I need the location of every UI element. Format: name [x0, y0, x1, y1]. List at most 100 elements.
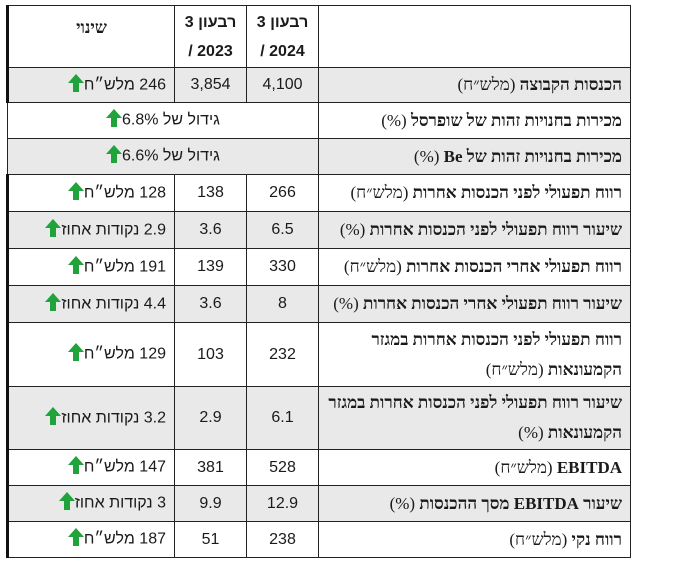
- row-label-unit: (מלש״ח): [343, 257, 407, 276]
- change-cell: 2.9 נקודות אחוז: [6, 211, 175, 249]
- row-label-text: רווח תפעולי אחרי הכנסות אחרות: [406, 257, 622, 276]
- arrow-up-icon: [67, 456, 84, 479]
- value-q3-2023: 139: [174, 248, 247, 286]
- value-q3-2023: 381: [174, 449, 247, 486]
- row-label-unit: (מלש״ח): [457, 75, 520, 94]
- change-text: 3.2 נקודות אחוז: [61, 408, 166, 426]
- row-label-text: הכנסות הקבוצה: [519, 75, 622, 94]
- row-label-unit: (מלש״ח): [485, 359, 548, 379]
- value-q3-2023: 3.6: [174, 211, 247, 249]
- row-label-unit: (%): [518, 423, 548, 442]
- row-label-unit: (מלש״ח): [350, 183, 413, 202]
- header-q3-2023-line1: רבעון 3: [184, 13, 237, 31]
- row-label: רווח תפעולי אחרי הכנסות אחרות (מלש״ח): [318, 248, 631, 286]
- arrow-up-icon: [67, 343, 84, 366]
- row-label: הכנסות הקבוצה (מלש״ח): [318, 67, 631, 103]
- table-row: רווח תפעולי אחרי הכנסות אחרות (מלש״ח) 330…: [6, 248, 631, 286]
- change-text: 246 מלש״ח: [83, 75, 166, 93]
- change-text: 191 מלש״ח: [83, 257, 166, 275]
- row-label: שיעור EBITDA מסך ההכנסות (%): [318, 485, 631, 522]
- row-label-unit: (מלש״ח): [494, 457, 557, 477]
- value-q3-2024: 330: [246, 248, 319, 286]
- table-row: רווח נקי (מלש״ח) 238 51 187 מלש״ח: [6, 521, 631, 558]
- arrow-up-icon: [67, 255, 84, 279]
- row-label-text: רווח תפעולי לפני הכנסות אחרות במגזר הקמע…: [371, 329, 622, 379]
- row-label-text: שיעור רווח תפעולי לפני הכנסות אחרות: [369, 220, 622, 239]
- row-label: שיעור רווח תפעולי לפני הכנסות אחרות במגז…: [318, 386, 631, 450]
- change-text: 4.4 נקודות אחוז: [61, 294, 166, 312]
- change-cell: 3 נקודות אחוז: [6, 485, 175, 522]
- arrow-up-icon: [67, 181, 84, 205]
- table-body: הכנסות הקבוצה (מלש״ח) 4,100 3,854 246 מלש״ח…: [6, 67, 631, 558]
- change-text: 2.9 נקודות אחוז: [61, 220, 166, 238]
- value-q3-2023: 103: [174, 322, 247, 387]
- change-cell: 187 מלש״ח: [6, 521, 175, 558]
- merged-change-cell: גידול של 6.8%: [7, 102, 319, 139]
- table-row: מכירות בחנויות זהות של שופרסל (%) גידול ש…: [7, 102, 631, 139]
- row-label: שיעור רווח תפעולי אחרי הכנסות אחרות (%): [318, 285, 631, 323]
- row-label-unit: (%): [333, 294, 363, 313]
- table-row: מכירות בחנויות זהות של Be (%) גידול של 6.…: [7, 138, 631, 175]
- value-q3-2024: 6.1: [246, 386, 319, 450]
- row-label-unit: (%): [389, 493, 420, 513]
- table-row: שיעור רווח תפעולי אחרי הכנסות אחרות (%) 8…: [6, 285, 631, 323]
- row-label: רווח נקי (מלש״ח): [318, 521, 631, 558]
- change-text: 3 נקודות אחוז: [74, 494, 166, 512]
- header-q3-2023: רבעון 3 2023 /: [174, 5, 247, 68]
- value-q3-2024: 266: [246, 174, 319, 212]
- row-label-text: שיעור רווח תפעולי לפני הכנסות אחרות במגז…: [328, 393, 622, 442]
- value-q3-2024: 232: [246, 322, 319, 387]
- row-label: מכירות בחנויות זהות של שופרסל (%): [318, 102, 631, 139]
- table-row: הכנסות הקבוצה (מלש״ח) 4,100 3,854 246 מלש״ח: [6, 67, 631, 103]
- change-text: 187 מלש״ח: [83, 530, 166, 548]
- row-label-unit: (%): [339, 220, 370, 239]
- value-q3-2024: 528: [246, 449, 319, 486]
- row-label: מכירות בחנויות זהות של Be (%): [318, 138, 631, 175]
- row-label: רווח תפעולי לפני הכנסות אחרות (מלש״ח): [318, 174, 631, 212]
- change-cell: 147 מלש״ח: [6, 449, 175, 486]
- table-row: רווח תפעולי לפני הכנסות אחרות במגזר הקמע…: [6, 322, 631, 387]
- table-row: רווח תפעולי לפני הכנסות אחרות (מלש״ח) 266…: [6, 174, 631, 212]
- value-q3-2023: 2.9: [174, 386, 247, 450]
- row-label: שיעור רווח תפעולי לפני הכנסות אחרות (%): [318, 211, 631, 249]
- arrow-up-icon: [58, 492, 75, 515]
- row-label: EBITDA (מלש״ח): [318, 449, 631, 486]
- table-row: שיעור רווח תפעולי לפני הכנסות אחרות (%) 6…: [6, 211, 631, 249]
- header-q3-2024: רבעון 3 2024 /: [246, 5, 319, 68]
- row-label-text: רווח תפעולי לפני הכנסות אחרות: [412, 183, 622, 202]
- table-row: שיעור רווח תפעולי לפני הכנסות אחרות במגז…: [6, 386, 631, 450]
- row-label-text: מכירות בחנויות זהות של שופרסל: [410, 110, 622, 130]
- change-cell: 246 מלש״ח: [6, 67, 175, 103]
- row-label-text: שיעור רווח תפעולי אחרי הכנסות אחרות: [362, 294, 622, 313]
- value-q3-2023: 51: [174, 521, 247, 558]
- value-q3-2024: 238: [246, 521, 319, 558]
- change-text: גידול של 6.8%: [122, 111, 220, 129]
- change-cell: 3.2 נקודות אחוז: [6, 386, 175, 450]
- header-change: שינוי: [6, 5, 175, 68]
- value-q3-2023: 138: [174, 174, 247, 212]
- change-text: 128 מלש״ח: [83, 183, 166, 201]
- arrow-up-icon: [45, 406, 62, 430]
- value-q3-2023: 3,854: [174, 67, 247, 103]
- merged-change-cell: גידול של 6.6%: [7, 138, 319, 175]
- arrow-up-icon: [45, 292, 62, 316]
- header-q3-2024-line2: 2024 /: [260, 42, 305, 60]
- change-text: 129 מלש״ח: [83, 345, 166, 363]
- row-label-unit: (%): [381, 110, 411, 130]
- change-cell: 191 מלש״ח: [6, 248, 175, 286]
- arrow-up-icon: [67, 528, 84, 551]
- row-label-unit: (%): [413, 146, 444, 166]
- row-label-text: EBITDA: [556, 457, 622, 477]
- change-cell: 129 מלש״ח: [6, 322, 175, 387]
- table-row: EBITDA (מלש״ח) 528 381 147 מלש״ח: [6, 449, 631, 486]
- header-metric: [318, 5, 631, 68]
- arrow-up-icon: [45, 218, 62, 242]
- row-label-text: רווח נקי: [571, 529, 622, 549]
- change-cell: 128 מלש״ח: [6, 174, 175, 212]
- value-q3-2024: 8: [246, 285, 319, 323]
- value-q3-2023: 9.9: [174, 485, 247, 522]
- arrow-up-icon: [106, 145, 122, 168]
- row-label-unit: (מלש״ח): [509, 529, 572, 549]
- change-text: 147 מלש״ח: [83, 458, 166, 476]
- value-q3-2024: 6.5: [246, 211, 319, 249]
